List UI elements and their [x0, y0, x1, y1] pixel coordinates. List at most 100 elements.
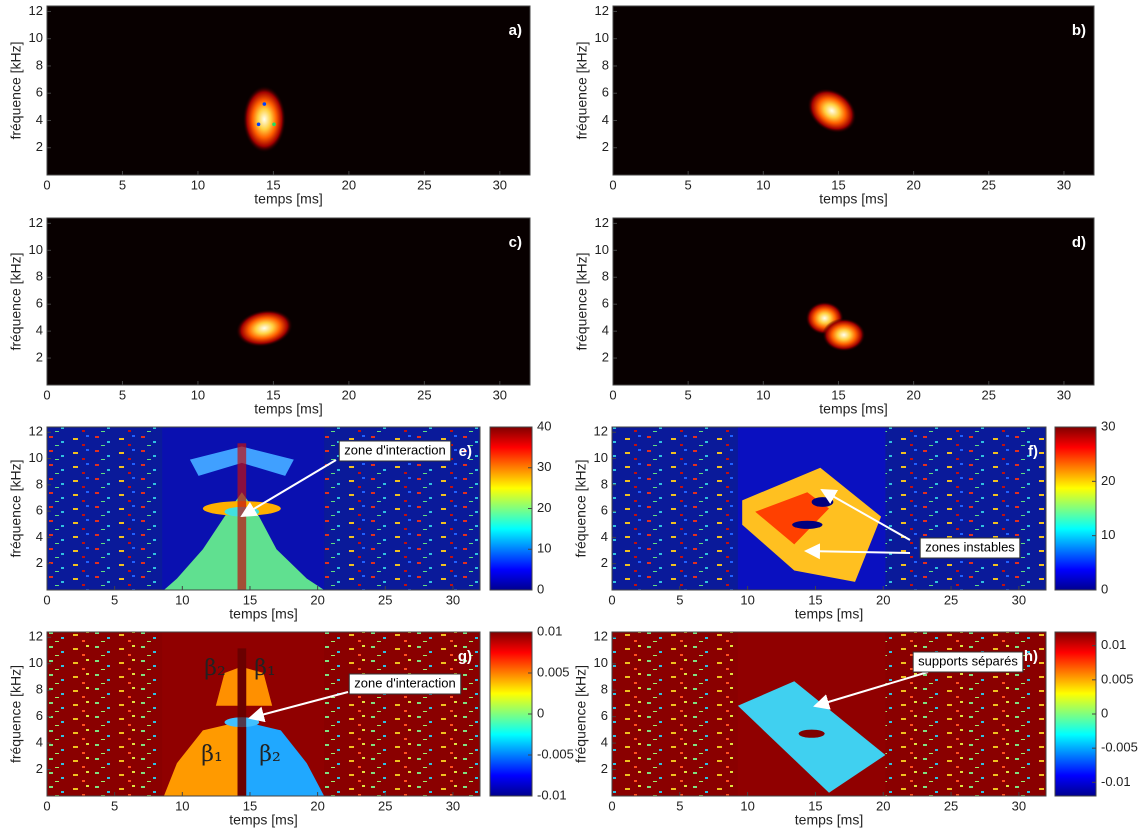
x-axis-label: temps [ms] [254, 191, 322, 207]
region-label: β₂ [204, 656, 226, 681]
x-tick-label: 10 [191, 387, 205, 402]
x-tick-label: 5 [685, 387, 692, 402]
colorbar-tick-label: -0.005 [537, 746, 574, 761]
x-tick-label: 10 [175, 592, 189, 607]
x-tick-label: 15 [243, 798, 257, 813]
axes-frame [46, 5, 531, 176]
x-tick-label: 20 [342, 387, 356, 402]
colorbar [489, 631, 533, 797]
colorbar-tick-label: 0 [1101, 581, 1108, 596]
axes-frame [46, 426, 481, 591]
region-shape [246, 668, 273, 706]
x-tick-label: 0 [43, 592, 50, 607]
image-bg [613, 218, 1094, 385]
x-tick-label: 30 [1012, 592, 1026, 607]
image-bg [613, 6, 1094, 175]
x-tick-label: 10 [740, 592, 754, 607]
y-tick-label: 12 [595, 215, 609, 230]
colorbar-tick-label: -0.01 [537, 787, 567, 802]
y-axis-label: fréquence [kHz] [573, 459, 589, 557]
y-tick-label: 2 [602, 350, 609, 365]
y-tick-label: 2 [601, 555, 608, 570]
panel-label: g) [458, 648, 472, 665]
y-tick-label: 6 [602, 296, 609, 311]
x-tick-label: 20 [876, 592, 890, 607]
x-tick-label: 20 [876, 798, 890, 813]
y-tick-label: 12 [29, 3, 43, 18]
image [613, 6, 1094, 175]
y-tick-label: 10 [594, 450, 608, 465]
y-axis-label: fréquence [kHz] [8, 665, 24, 763]
annotation-text: supports séparés [918, 653, 1018, 668]
x-tick-label: 25 [378, 798, 392, 813]
image [47, 632, 480, 796]
x-tick-label: 30 [1057, 387, 1071, 402]
y-tick-label: 6 [36, 296, 43, 311]
annotation-box [348, 673, 462, 695]
y-axis-label: fréquence [kHz] [8, 41, 24, 139]
annotation-arrow [240, 459, 337, 518]
y-tick-label: 8 [601, 682, 608, 697]
center-stripe [237, 443, 247, 590]
region-shape [792, 520, 823, 529]
x-tick-label: 25 [944, 798, 958, 813]
image [613, 218, 1094, 385]
x-tick-label: 25 [982, 177, 996, 192]
colorbar-tick-label: 40 [537, 418, 551, 433]
annotation-box [912, 651, 1024, 673]
y-tick-label: 10 [594, 655, 608, 670]
x-tick-label: 25 [417, 387, 431, 402]
colorbar-tick-label: 0.005 [1101, 671, 1134, 686]
x-tick-label: 15 [831, 387, 845, 402]
x-tick-label: 0 [43, 177, 50, 192]
annotation-arrow [804, 543, 911, 560]
y-tick-label: 12 [29, 629, 43, 644]
x-tick-label: 10 [191, 177, 205, 192]
x-tick-label: 20 [310, 798, 324, 813]
y-axis-label: fréquence [kHz] [574, 252, 590, 350]
colorbar-tick-label: -0.005 [1101, 740, 1138, 755]
colorbar [489, 426, 533, 591]
x-tick-label: 15 [266, 177, 280, 192]
x-tick-label: 15 [243, 592, 257, 607]
x-tick-label: 30 [493, 387, 507, 402]
region-label: β₁ [201, 742, 223, 767]
colorbar [1054, 426, 1097, 591]
colorbar-tick-label: 30 [537, 459, 551, 474]
x-axis-label: temps [ms] [254, 401, 322, 417]
y-axis-label: fréquence [kHz] [574, 41, 590, 139]
x-tick-label: 10 [756, 387, 770, 402]
annotation-box [919, 537, 1021, 559]
x-tick-label: 25 [378, 592, 392, 607]
region-shape [811, 497, 834, 507]
x-tick-label: 5 [119, 177, 126, 192]
x-axis-label: temps [ms] [819, 191, 887, 207]
x-tick-label: 15 [831, 177, 845, 192]
x-tick-label: 0 [608, 592, 615, 607]
x-axis-label: temps [ms] [819, 401, 887, 417]
x-tick-label: 25 [982, 387, 996, 402]
y-tick-label: 8 [36, 269, 43, 284]
x-tick-label: 20 [906, 177, 920, 192]
x-tick-label: 15 [808, 592, 822, 607]
x-tick-label: 0 [609, 177, 616, 192]
colorbar-tick-label: 10 [1101, 527, 1115, 542]
y-tick-label: 2 [36, 761, 43, 776]
y-tick-label: 6 [36, 503, 43, 518]
x-tick-label: 0 [43, 387, 50, 402]
energy-blob [807, 88, 857, 134]
x-tick-label: 30 [493, 177, 507, 192]
axes-frame [46, 631, 481, 797]
colorbar-tick-label: 0.01 [1101, 637, 1126, 652]
region-shape [755, 492, 829, 545]
y-tick-label: 10 [29, 242, 43, 257]
colorbar-tick-label: 20 [1101, 473, 1115, 488]
y-tick-label: 2 [602, 139, 609, 154]
y-tick-label: 6 [601, 708, 608, 723]
colorbar-tick-label: 10 [537, 541, 551, 556]
y-tick-label: 2 [36, 139, 43, 154]
y-tick-label: 10 [29, 450, 43, 465]
x-tick-label: 0 [43, 798, 50, 813]
x-tick-label: 5 [111, 592, 118, 607]
colorbar-tick-label: 0.01 [537, 623, 562, 638]
